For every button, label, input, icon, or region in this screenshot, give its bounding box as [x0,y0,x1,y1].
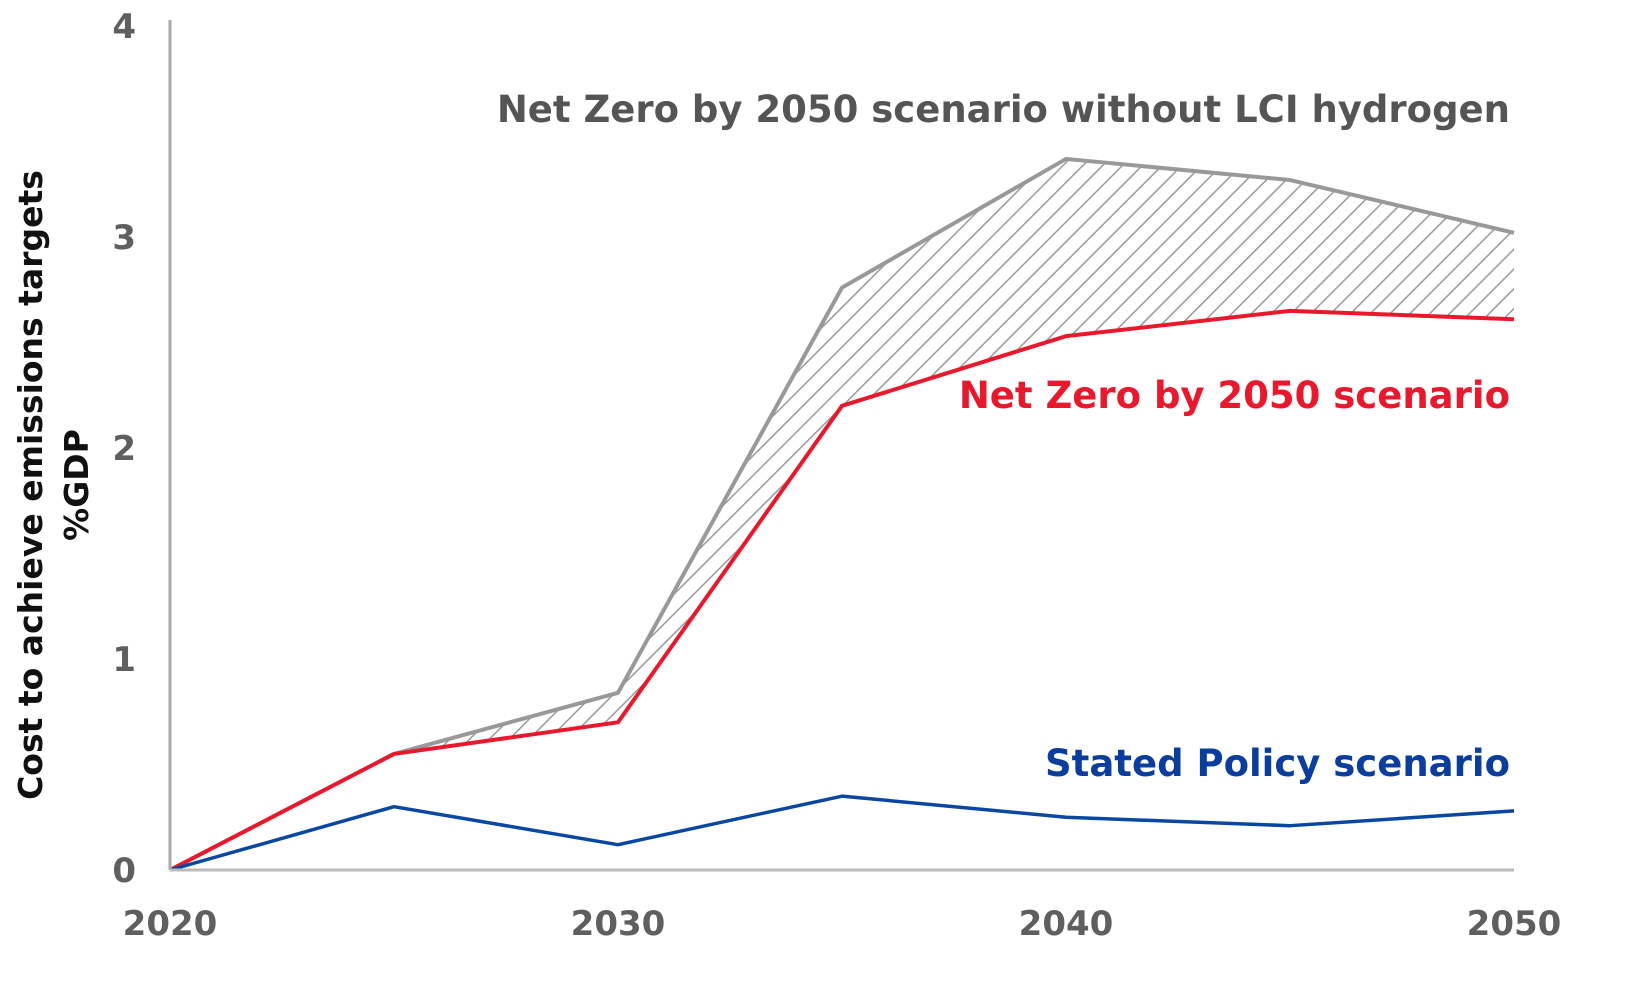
series-label-0: Net Zero by 2050 scenario without LCI hy… [497,88,1510,131]
x-tick-label: 2050 [1467,904,1562,944]
x-tick-label: 2040 [1019,904,1114,944]
y-tick-label: 0 [112,851,136,891]
hatched-band-area [170,158,1514,870]
y-axis-title-line1: Cost to achieve emissions targets [11,170,50,800]
y-axis-title-line2: %GDP [57,429,96,541]
y-axis-title: Cost to achieve emissions targets %GDP [11,170,96,800]
y-tick-label: 1 [112,640,136,680]
y-tick-label: 4 [112,7,136,47]
series-line-2 [169,794,1515,872]
x-tick-label: 2030 [571,904,666,944]
y-tick-label: 2 [112,429,136,469]
series-label-2: Stated Policy scenario [1045,742,1510,785]
series-label-1: Net Zero by 2050 scenario [959,374,1510,417]
y-tick-label: 3 [112,218,136,258]
x-tick-label: 2020 [123,904,218,944]
